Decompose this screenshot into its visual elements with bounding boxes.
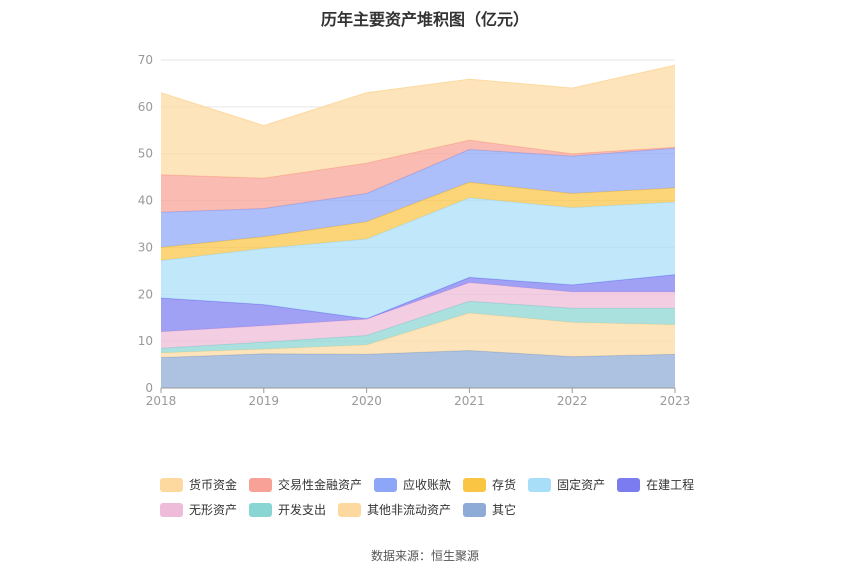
legend-label-fixed-assets: 固定资产 [557, 478, 606, 492]
legend-label-other: 其它 [492, 503, 517, 517]
legend-label-intangible: 无形资产 [189, 503, 238, 517]
area-series-7 [161, 148, 675, 248]
area-series-2 [161, 301, 675, 353]
legend-swatch-inventory [463, 477, 487, 492]
legend-swatch-other-noncurrent [338, 502, 362, 517]
legend-swatch-other [463, 502, 487, 517]
y-tick-label-50: 50 [138, 147, 153, 161]
legend-label-trading-assets: 交易性金融资产 [278, 478, 363, 492]
area-series-8 [161, 140, 675, 213]
y-tick-label-60: 60 [138, 100, 153, 114]
legend-swatch-development [249, 502, 273, 517]
legend-item-inventory[interactable]: 存货 [463, 476, 516, 493]
legend: 货币资金 交易性金融资产 应收账款 存货 固定资产 在建工程 无形资产 [160, 472, 720, 522]
area-series-3 [161, 282, 675, 349]
x-tick-label-2020: 2020 [351, 394, 382, 408]
x-tick-label-2022: 2022 [557, 394, 588, 408]
y-tick-label-10: 10 [138, 334, 153, 348]
area-series-5 [161, 197, 675, 319]
y-tick-label-0: 0 [145, 381, 153, 395]
x-tick-label-2019: 2019 [249, 394, 280, 408]
area-series-6 [161, 182, 675, 261]
area-series-1 [161, 313, 675, 358]
data-source-note: 数据来源：恒生聚源 [370, 549, 479, 563]
legend-label-inventory: 存货 [492, 478, 517, 492]
legend-item-other[interactable]: 其它 [463, 501, 516, 518]
legend-swatch-trading-assets [249, 477, 273, 492]
y-tick-label-30: 30 [138, 240, 153, 254]
legend-item-intangible[interactable]: 无形资产 [160, 501, 237, 518]
legend-swatch-fixed-assets [528, 477, 552, 492]
legend-label-other-noncurrent: 其他非流动资产 [367, 503, 452, 517]
legend-item-receivables[interactable]: 应收账款 [374, 476, 451, 493]
legend-item-construction[interactable]: 在建工程 [617, 476, 694, 493]
legend-item-cash[interactable]: 货币资金 [160, 476, 237, 493]
legend-swatch-intangible [160, 502, 183, 517]
legend-item-other-noncurrent[interactable]: 其他非流动资产 [338, 501, 451, 518]
y-tick-label-40: 40 [138, 194, 153, 208]
legend-label-development: 开发支出 [278, 503, 327, 517]
legend-item-trading-assets[interactable]: 交易性金融资产 [249, 476, 362, 493]
x-tick-label-2023: 2023 [660, 394, 691, 408]
area-edge-series-9 [160, 64, 676, 127]
chart-title: 历年主要资产堆积图（亿元） [320, 10, 529, 29]
legend-swatch-receivables [374, 477, 398, 492]
x-tick-label-2021: 2021 [454, 394, 485, 408]
y-tick-label-70: 70 [138, 53, 153, 67]
legend-row-1: 货币资金 交易性金融资产 应收账款 存货 固定资产 在建工程 [160, 472, 720, 497]
legend-item-development[interactable]: 开发支出 [249, 501, 326, 518]
legend-swatch-cash [160, 477, 183, 492]
x-tick-label-2018: 2018 [146, 394, 177, 408]
legend-row-2: 无形资产 开发支出 其他非流动资产 其它 [160, 497, 720, 522]
legend-swatch-construction [617, 477, 641, 492]
legend-label-receivables: 应收账款 [403, 478, 452, 492]
legend-item-fixed-assets[interactable]: 固定资产 [528, 476, 605, 493]
area-series-4 [161, 274, 675, 332]
legend-label-cash: 货币资金 [189, 478, 238, 492]
area-series-9 [161, 65, 675, 179]
y-tick-label-20: 20 [138, 287, 153, 301]
legend-label-construction: 在建工程 [646, 478, 695, 492]
area-series-0 [161, 350, 675, 388]
